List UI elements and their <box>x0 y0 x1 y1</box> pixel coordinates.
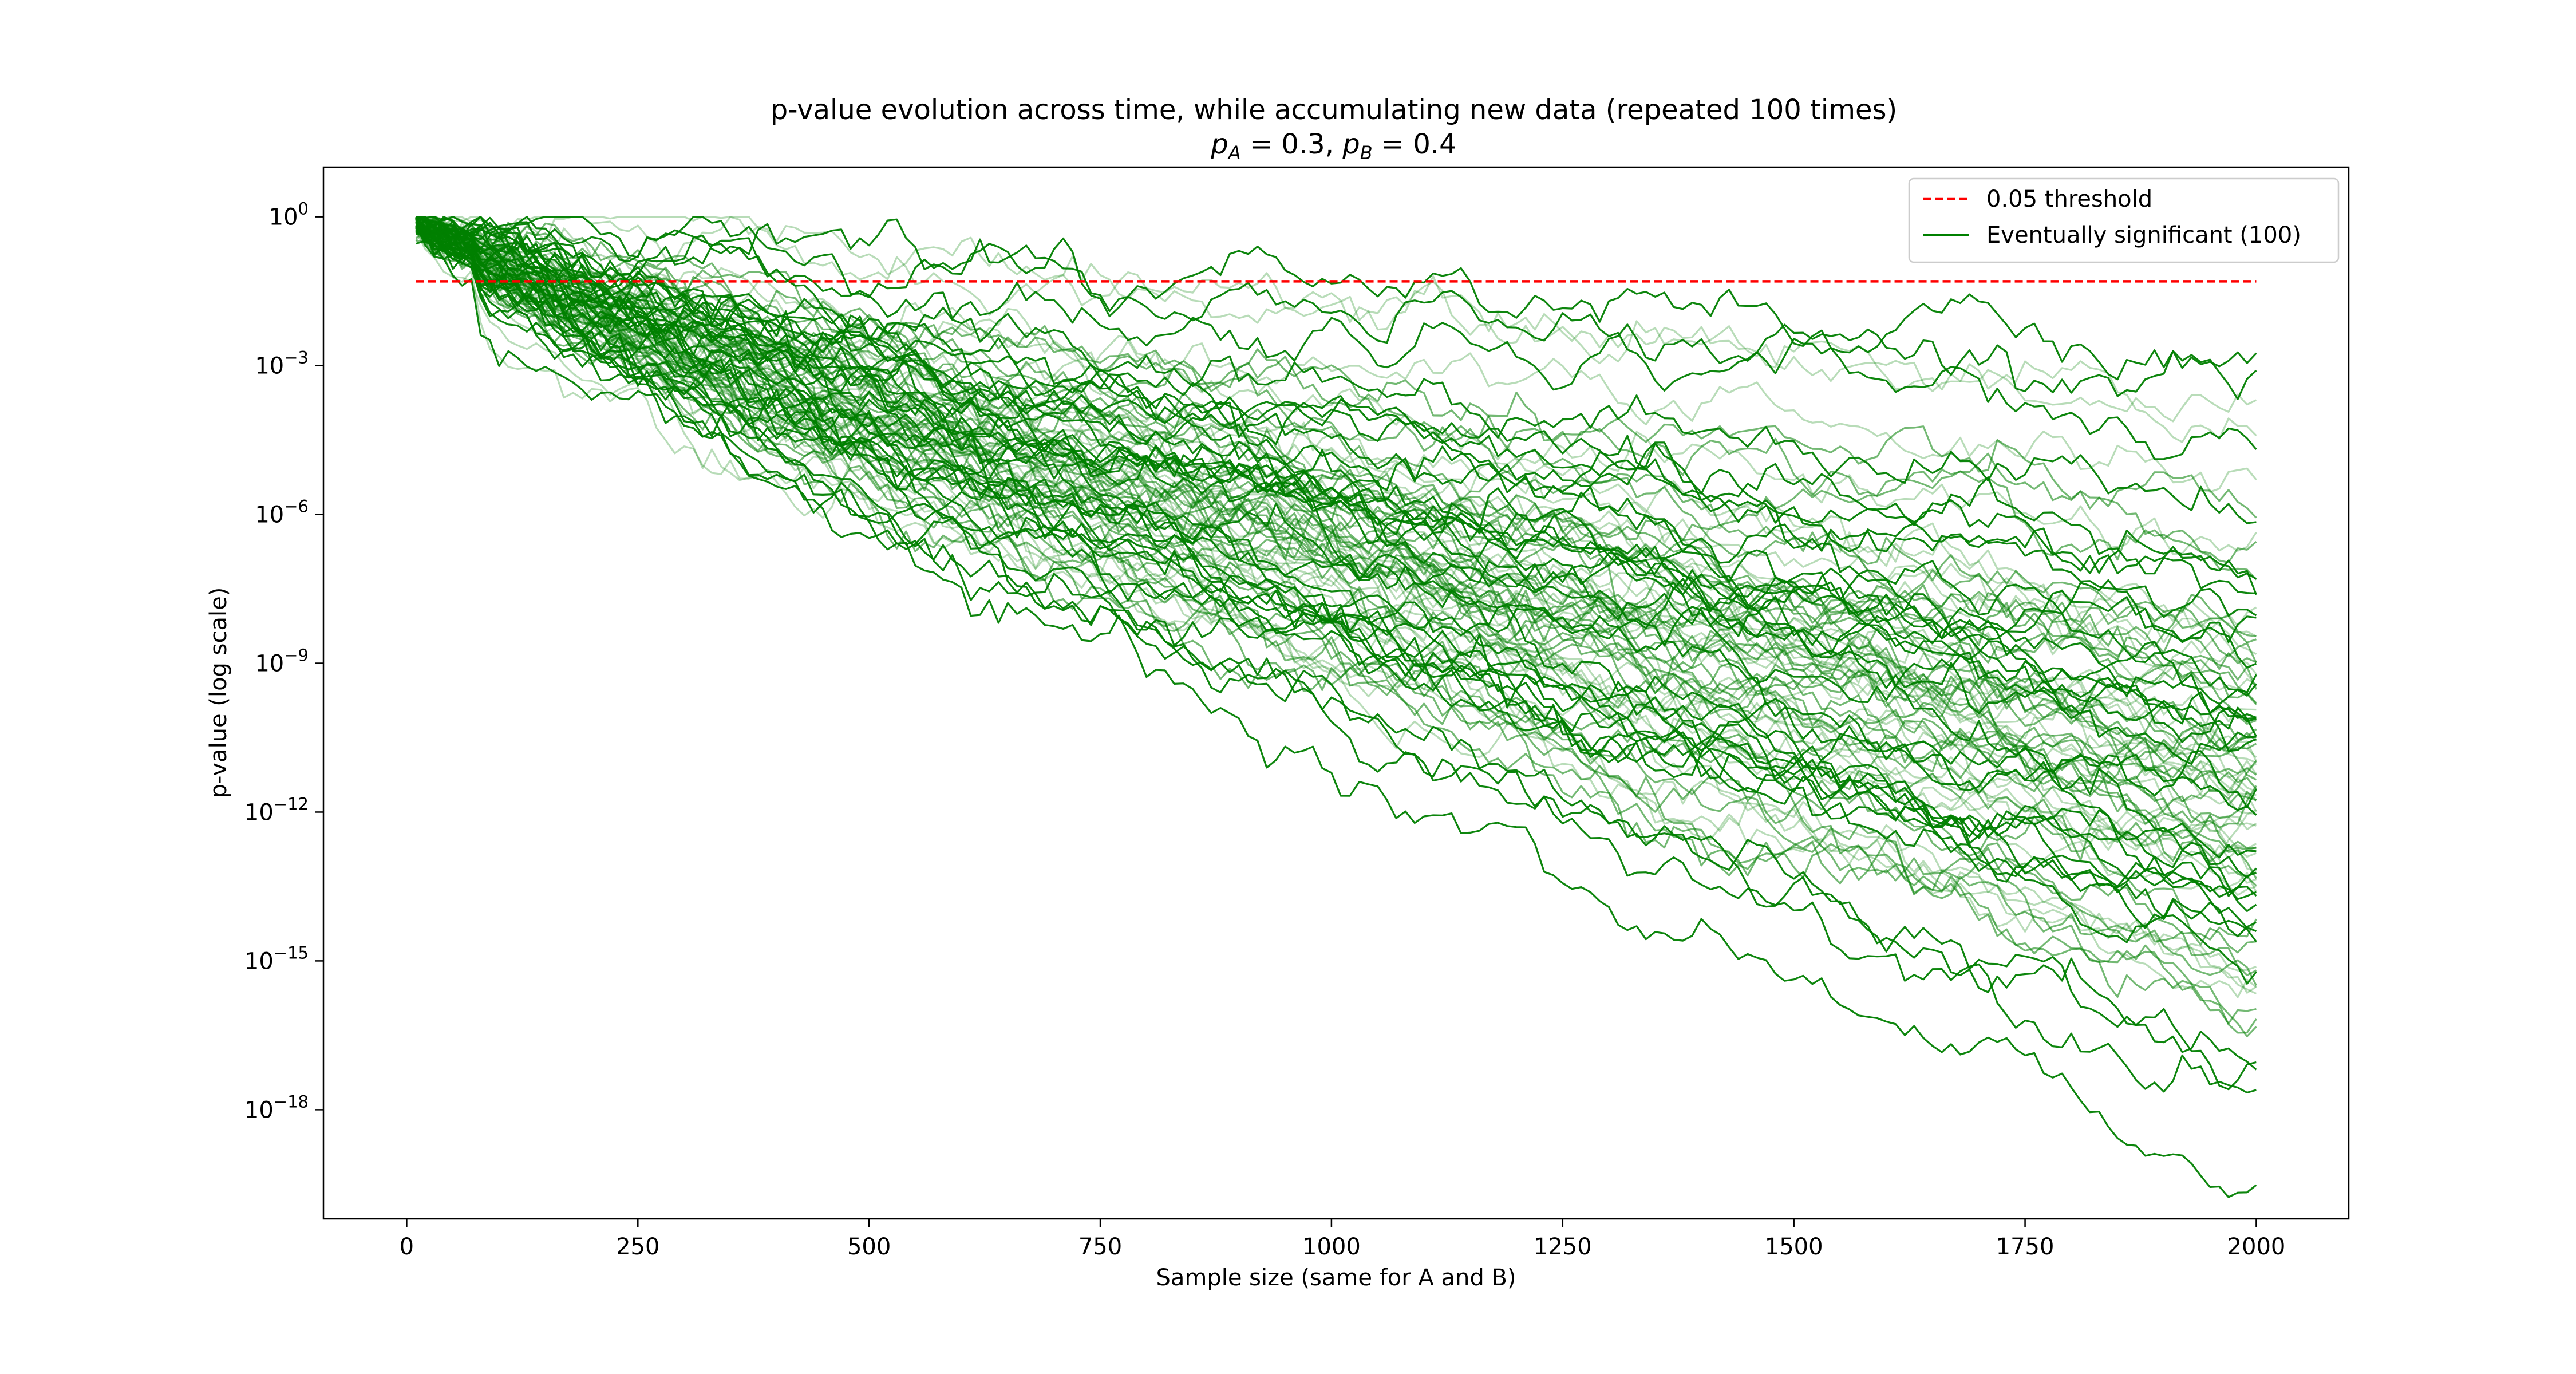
series-line <box>415 216 2257 816</box>
x-tick-label: 500 <box>847 1234 891 1260</box>
x-axis-ticks: 0 250 500 750 1000 1250 1500 1750 2000 <box>400 1219 2286 1260</box>
x-tick-label: 750 <box>1078 1234 1122 1260</box>
series-line <box>415 216 2257 400</box>
series-line <box>415 219 2257 1071</box>
x-tick-label: 250 <box>616 1234 659 1260</box>
y-tick-label: 10−18 <box>244 1092 309 1123</box>
series-line <box>415 230 2257 752</box>
legend: 0.05 threshold Eventually significant (1… <box>1908 177 2340 263</box>
series-line <box>415 219 2257 863</box>
series-line <box>416 216 2257 643</box>
series-line <box>415 223 2257 812</box>
series-line <box>416 216 2257 595</box>
y-tick-label: 10−15 <box>244 943 309 974</box>
series-line <box>415 216 2257 443</box>
series-line <box>416 228 2257 942</box>
legend-threshold-label: 0.05 threshold <box>1986 186 2152 212</box>
series-line <box>416 220 2257 707</box>
x-tick-label: 1500 <box>1765 1234 1823 1260</box>
series-line <box>415 228 2257 1094</box>
series-line <box>415 218 2257 879</box>
series-line <box>415 226 2257 985</box>
series-line <box>415 222 2257 759</box>
x-tick-label: 2000 <box>2227 1234 2286 1260</box>
y-tick-label: 10−6 <box>255 497 309 528</box>
x-tick-label: 0 <box>400 1234 414 1260</box>
series-line <box>416 218 2257 757</box>
series-line <box>415 216 2257 994</box>
series-line <box>416 224 2257 725</box>
y-tick-label: 10−9 <box>255 646 309 677</box>
series-line <box>416 216 2257 954</box>
plot-frame <box>322 166 2350 1220</box>
series-line <box>416 216 2257 460</box>
series-lines <box>415 216 2257 1198</box>
series-line <box>415 225 2257 897</box>
series-line <box>415 219 2257 784</box>
series-line <box>415 231 2257 835</box>
y-axis-ticks: 100 10−3 10−6 10−9 10−12 10−15 10−18 <box>244 199 323 1123</box>
series-line <box>416 227 2257 580</box>
series-line <box>415 216 2257 862</box>
series-line <box>415 227 2257 1198</box>
series-line <box>415 216 2257 555</box>
series-line <box>415 222 2257 493</box>
series-line <box>415 217 2257 737</box>
series-line <box>415 226 2257 932</box>
series-line <box>416 218 2257 913</box>
legend-significant-label: Eventually significant (100) <box>1986 222 2301 248</box>
series-line <box>415 226 2257 972</box>
series-line <box>416 221 2257 643</box>
series-line <box>415 222 2257 670</box>
x-axis-label: Sample size (same for A and B) <box>1156 1265 1516 1291</box>
series-line <box>415 216 2257 744</box>
x-tick-label: 1000 <box>1302 1234 1361 1260</box>
chart-title: p-value evolution across time, while acc… <box>771 94 1898 126</box>
series-line <box>416 224 2257 765</box>
series-line <box>415 220 2257 887</box>
series-line <box>415 216 2257 1034</box>
series-line <box>415 217 2257 704</box>
series-line <box>415 218 2257 524</box>
series-line <box>415 216 2257 423</box>
series-line <box>416 218 2257 941</box>
legend-box <box>1908 177 2340 263</box>
series-line <box>415 219 2257 862</box>
chart-subtitle: pA = 0.3, pB = 0.4 <box>1210 128 1456 164</box>
series-line <box>416 238 2257 763</box>
series-line <box>415 218 2257 397</box>
x-tick-label: 1250 <box>1534 1234 1592 1260</box>
series-line <box>416 216 2257 581</box>
y-tick-label: 10−12 <box>244 794 309 826</box>
y-tick-label: 100 <box>269 199 309 231</box>
series-line <box>416 219 2257 564</box>
x-tick-label: 1750 <box>1996 1234 2055 1260</box>
y-axis-label: p-value (log scale) <box>206 587 232 799</box>
y-tick-label: 10−3 <box>255 348 309 380</box>
